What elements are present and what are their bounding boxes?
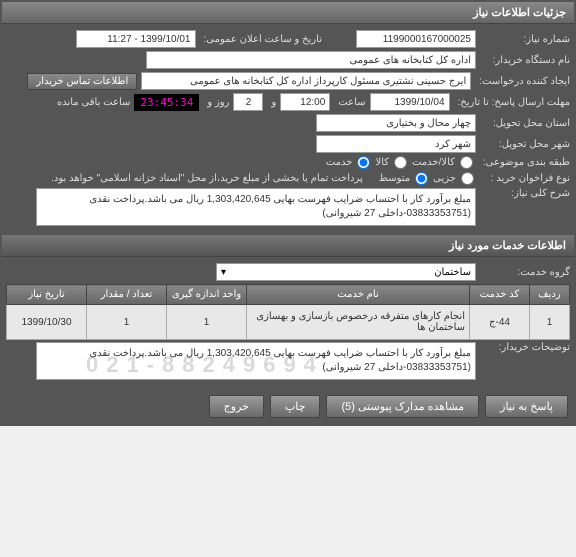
print-button[interactable]: چاپ [270,395,321,418]
radio-label-goods: كالا [375,157,389,168]
close-button[interactable]: خروج [209,395,264,418]
th-qty: تعداد / مقدار [87,285,167,305]
radio-label-small: جزيی [433,173,456,184]
attachments-button[interactable]: مشاهده مدارک پيوستی (5) [326,395,479,418]
general-desc-field: مبلغ برآورد كار با احتساب ضرايب فهرست به… [36,188,476,226]
form-area: شماره نياز: 1199000167000025 تاريخ و ساع… [2,24,574,235]
label-general-desc: شرح كلی نياز: [480,188,570,199]
radio-goods[interactable] [394,156,407,169]
process-radio-group: جزيی متوسط [379,172,476,185]
cell-name: انجام كارهای متفرقه درخصوص بازسازی و بهس… [247,305,470,340]
th-code: كد خدمت [470,285,530,305]
announce-field: 1399/10/01 - 11:27 [76,30,196,48]
main-panel: جزئيات اطلاعات نياز شماره نياز: 11990001… [0,0,576,426]
services-table: رديف كد خدمت نام خدمت واحد اندازه گيری ت… [6,284,570,340]
label-deadline: مهلت ارسال پاسخ: تا تاريخ: [454,97,570,108]
cell-qty: 1 [87,305,167,340]
th-name: نام خدمت [247,285,470,305]
radio-small[interactable] [461,172,474,185]
radio-goods-service[interactable] [460,156,473,169]
label-buyer: نام دستگاه خريدار: [480,55,570,66]
creator-field: ايرج حسينی نشتيری مسئول كارپرداز اداره ك… [141,72,471,90]
countdown-timer: 23:45:34 [134,94,199,111]
label-hour: ساعت [334,97,365,108]
label-and: و [267,97,276,108]
deadline-date-field: 1399/10/04 [370,93,450,111]
radio-medium[interactable] [415,172,428,185]
services-area: گروه خدمت: ساختمان ▾ رديف كد خدمت نام خد… [2,257,574,389]
top-header: جزئيات اطلاعات نياز [2,2,574,24]
label-process: نوع فراخوان خريد : [480,173,570,184]
reply-button[interactable]: پاسخ به نياز [485,395,568,418]
label-subject: طبقه بندی موضوعی: [479,157,570,168]
label-days: روز و [203,97,229,108]
process-note: پرداخت تمام يا بخشی از مبلغ خريد،از محل … [47,173,363,184]
subject-radio-group: كالا/خدمت كالا خدمت [326,156,475,169]
th-unit: واحد اندازه گيری [167,285,247,305]
need-no-field: 1199000167000025 [356,30,476,48]
label-creator: ايجاد كننده درخواست: [475,76,570,87]
radio-label-service: خدمت [326,157,353,168]
service-group-dropdown[interactable]: ساختمان ▾ [216,263,476,281]
province-field: چهار محال و بختياری [316,114,476,132]
label-service-group: گروه خدمت: [480,267,570,278]
label-province: استان محل تحويل: [480,118,570,129]
table-row[interactable]: 1 44-ج انجام كارهای متفرقه درخصوص بازساز… [7,305,570,340]
buyer-field: اداره كل كتابخانه های عمومی [146,51,476,69]
buyer-notes-field: مبلغ برآورد كار با احتساب ضرايب فهرست به… [36,342,476,380]
radio-label-goods-service: كالا/خدمت [412,157,455,168]
cell-code: 44-ج [470,305,530,340]
days-field: 2 [233,93,263,111]
service-group-value: ساختمان [434,267,471,278]
radio-service[interactable] [357,156,370,169]
deadline-time-field: 12:00 [280,93,330,111]
city-field: شهر كرد [316,135,476,153]
label-city: شهر محل تحويل: [480,139,570,150]
cell-date: 1399/10/30 [7,305,87,340]
cell-unit: 1 [167,305,247,340]
cell-idx: 1 [530,305,570,340]
label-need-no: شماره نياز: [480,34,570,45]
th-idx: رديف [530,285,570,305]
label-remain: ساعت باقی مانده [53,97,130,108]
contact-button[interactable]: اطلاعات تماس خريدار [27,73,137,90]
radio-label-medium: متوسط [379,173,410,184]
label-announce: تاريخ و ساعت اعلان عمومی: [200,34,323,45]
label-buyer-notes: توضيحات خريدار: [480,342,570,353]
th-date: تاريخ نياز [7,285,87,305]
footer-buttons: پاسخ به نياز مشاهده مدارک پيوستی (5) چاپ… [2,389,574,424]
services-header: اطلاعات خدمات مورد نياز [2,235,574,257]
chevron-down-icon: ▾ [221,267,226,278]
